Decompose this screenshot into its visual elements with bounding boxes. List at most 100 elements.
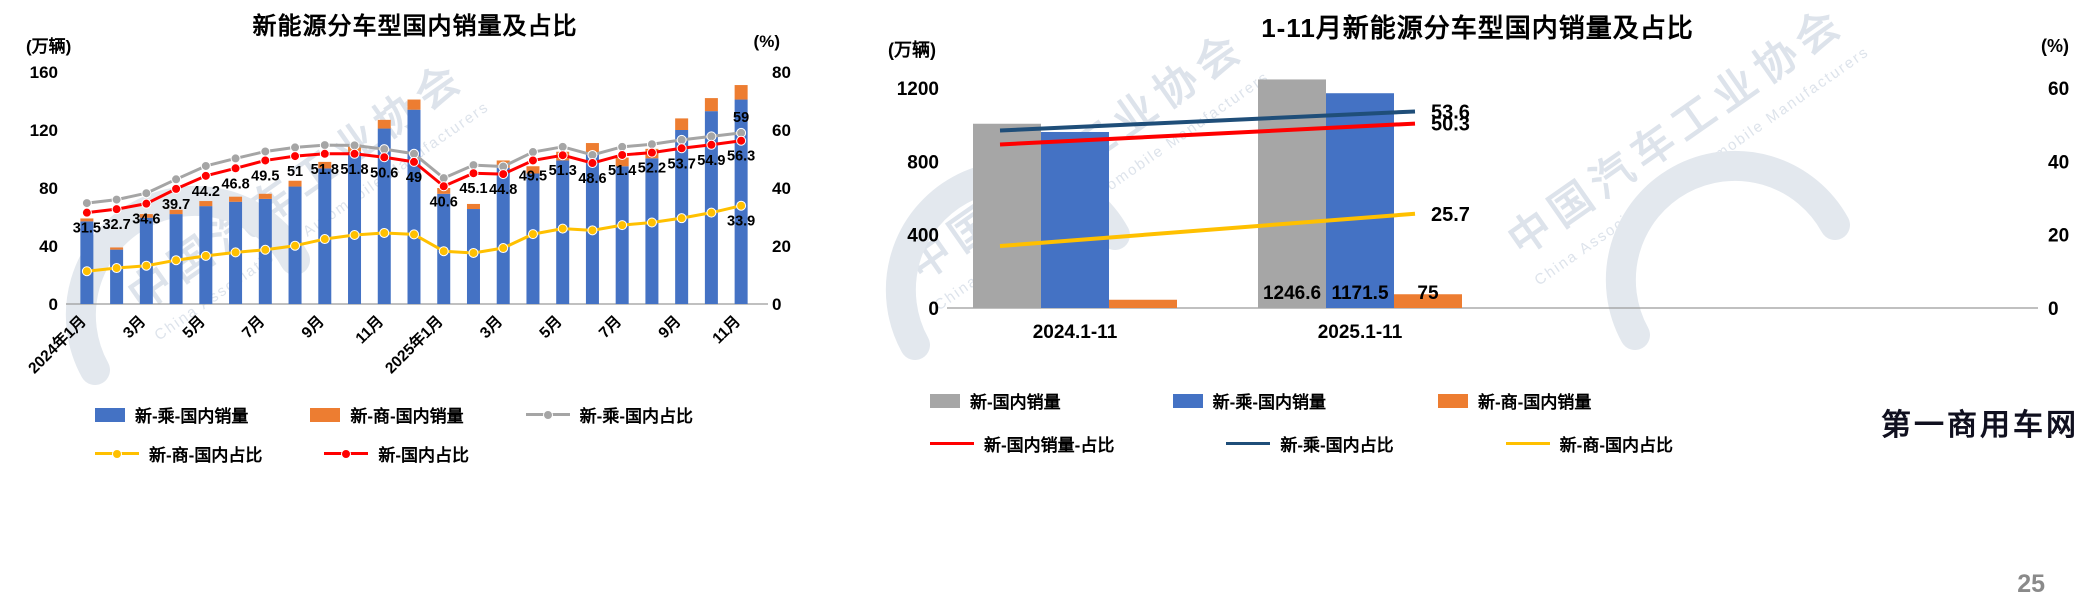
svg-text:20: 20 bbox=[2048, 226, 2069, 247]
svg-text:7月: 7月 bbox=[238, 312, 268, 342]
line-swatch bbox=[1226, 437, 1271, 451]
legend-row: 新-商-国内占比 新-国内占比 bbox=[95, 441, 693, 466]
right-chart-panel: 1-11月新能源分车型国内销量及占比 (万辆) (%) 0 400 800 1200 0… bbox=[870, 0, 2085, 612]
legend-item: 新-商-国内销量 bbox=[310, 402, 464, 427]
page-number: 25 bbox=[2017, 570, 2045, 598]
svg-text:5月: 5月 bbox=[536, 312, 566, 342]
svg-text:60: 60 bbox=[772, 121, 791, 140]
left-chart-legend: 新-乘-国内销量 新-商-国内销量 新-乘-国内占比新-商-国内占比 新-国内占比 bbox=[95, 402, 693, 466]
svg-text:0: 0 bbox=[2048, 299, 2059, 320]
svg-text:9月: 9月 bbox=[655, 312, 685, 342]
svg-text:40: 40 bbox=[2048, 152, 2069, 173]
svg-text:52.2: 52.2 bbox=[638, 161, 666, 177]
legend-item: 新-商-国内占比 bbox=[1505, 431, 1673, 456]
svg-text:3月: 3月 bbox=[119, 312, 149, 342]
svg-text:80: 80 bbox=[39, 179, 58, 198]
svg-text:34.6: 34.6 bbox=[132, 212, 160, 228]
svg-text:51.3: 51.3 bbox=[549, 163, 577, 179]
legend-item: 新-商-国内销量 bbox=[1438, 388, 1591, 413]
svg-text:20: 20 bbox=[772, 237, 791, 256]
legend-label: 新-商-国内销量 bbox=[1478, 393, 1592, 412]
right-chart-title: 1-11月新能源分车型国内销量及占比 bbox=[1261, 13, 1694, 43]
svg-text:60: 60 bbox=[2048, 79, 2069, 100]
legend-label: 新-乘-国内销量 bbox=[135, 407, 249, 426]
svg-text:2024年1月: 2024年1月 bbox=[24, 311, 90, 377]
svg-text:50.6: 50.6 bbox=[370, 165, 398, 181]
svg-text:400: 400 bbox=[907, 226, 939, 247]
svg-text:50.3: 50.3 bbox=[1431, 114, 1470, 136]
bar-swatch bbox=[310, 407, 341, 422]
legend-row: 新-国内销量 新-乘-国内销量 新-商-国内销量 bbox=[930, 388, 1673, 413]
svg-text:44.8: 44.8 bbox=[489, 182, 517, 198]
svg-text:25.7: 25.7 bbox=[1431, 204, 1470, 226]
svg-text:1171.5: 1171.5 bbox=[1331, 283, 1388, 304]
bar-series: 1246.6 bbox=[973, 79, 1326, 308]
left-chart-unit-left: (万辆) bbox=[26, 37, 72, 56]
legend-item: 新-乘-国内销量 bbox=[95, 402, 248, 427]
svg-text:32.7: 32.7 bbox=[102, 217, 130, 233]
svg-text:75: 75 bbox=[1417, 283, 1439, 304]
svg-text:31.5: 31.5 bbox=[73, 221, 101, 237]
legend-row: 新-乘-国内销量 新-商-国内销量 新-乘-国内占比 bbox=[95, 402, 693, 427]
left-chart-panel: 新能源分车型国内销量及占比 (万辆) (%) 0 40 80 120 160 0 20 40 6… bbox=[0, 0, 830, 612]
line-swatch bbox=[930, 437, 974, 451]
x-axis-labels: 2024.1-11 2025.1-11 bbox=[1033, 322, 1403, 343]
svg-text:44.2: 44.2 bbox=[192, 184, 220, 200]
svg-text:53.6: 53.6 bbox=[1431, 101, 1470, 123]
svg-text:1200: 1200 bbox=[897, 79, 939, 100]
bar-series: 75 bbox=[1109, 283, 1462, 308]
legend-item: 新-国内销量-占比 bbox=[930, 431, 1114, 456]
svg-text:0: 0 bbox=[49, 295, 58, 314]
svg-text:49.5: 49.5 bbox=[519, 168, 547, 184]
svg-text:51: 51 bbox=[287, 164, 303, 180]
svg-text:40: 40 bbox=[772, 179, 791, 198]
svg-text:56.3: 56.3 bbox=[727, 149, 755, 165]
left-chart-title: 新能源分车型国内销量及占比 bbox=[252, 13, 578, 40]
svg-text:48.6: 48.6 bbox=[578, 171, 606, 187]
svg-text:54.9: 54.9 bbox=[697, 153, 725, 169]
svg-text:2025年1月: 2025年1月 bbox=[381, 311, 447, 377]
svg-text:51.8: 51.8 bbox=[311, 162, 339, 178]
bar-swatch bbox=[1172, 393, 1203, 408]
legend-item: 新-国内占比 bbox=[324, 441, 469, 466]
right-chart-legend: 新-国内销量 新-乘-国内销量 新-商-国内销量 新-国内销量-占比 新-乘-国内占比新… bbox=[930, 388, 1673, 456]
svg-text:2025.1-11: 2025.1-11 bbox=[1318, 322, 1403, 343]
svg-text:1246.6: 1246.6 bbox=[1263, 283, 1321, 304]
svg-text:51.4: 51.4 bbox=[608, 163, 636, 179]
svg-text:120: 120 bbox=[30, 121, 58, 140]
svg-text:11月: 11月 bbox=[352, 312, 387, 347]
svg-text:800: 800 bbox=[907, 152, 939, 173]
svg-text:49: 49 bbox=[406, 170, 422, 186]
legend-label: 新-乘-国内销量 bbox=[1212, 393, 1326, 412]
line-swatch bbox=[1505, 437, 1550, 451]
legend-label: 新-商-国内销量 bbox=[350, 407, 464, 426]
legend-label: 新-国内销量 bbox=[970, 393, 1061, 412]
svg-text:59: 59 bbox=[733, 110, 749, 126]
bar-swatch bbox=[930, 393, 960, 408]
svg-text:0: 0 bbox=[772, 295, 781, 314]
svg-text:40: 40 bbox=[39, 237, 58, 256]
legend-label: 新-国内占比 bbox=[378, 446, 469, 465]
site-watermark: 第一商用车网 bbox=[1881, 409, 2079, 442]
svg-text:5月: 5月 bbox=[179, 312, 209, 342]
legend-label: 新-乘-国内占比 bbox=[1280, 436, 1394, 455]
legend-label: 新-国内销量-占比 bbox=[984, 436, 1115, 455]
legend-row: 新-国内销量-占比 新-乘-国内占比 新-商-国内占比 bbox=[930, 431, 1673, 456]
svg-text:39.7: 39.7 bbox=[162, 197, 190, 213]
line-swatch bbox=[525, 408, 570, 422]
legend-item: 新-乘-国内销量 bbox=[1172, 388, 1326, 413]
svg-text:53.7: 53.7 bbox=[668, 156, 696, 172]
svg-text:3月: 3月 bbox=[476, 312, 506, 342]
left-chart-unit-right: (%) bbox=[753, 32, 780, 51]
legend-label: 新-乘-国内占比 bbox=[579, 407, 693, 426]
svg-text:51.8: 51.8 bbox=[340, 162, 368, 178]
bar-swatch bbox=[1438, 393, 1468, 408]
line-swatch bbox=[95, 447, 139, 461]
legend-item: 新-商-国内占比 bbox=[95, 441, 262, 466]
svg-text:0: 0 bbox=[928, 299, 939, 320]
svg-text:33.9: 33.9 bbox=[727, 214, 755, 230]
svg-text:9月: 9月 bbox=[298, 312, 328, 342]
